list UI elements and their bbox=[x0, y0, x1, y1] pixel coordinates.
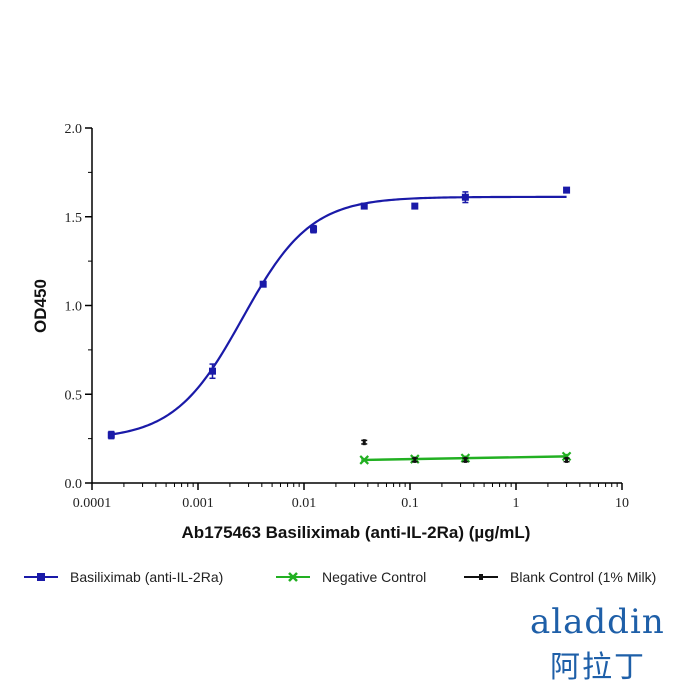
fit-curve-series-0 bbox=[111, 195, 567, 436]
data-point-series-0 bbox=[461, 193, 469, 201]
data-point-series-1 bbox=[359, 455, 370, 465]
axes: 0.0 0.5 1.0 1.5 2.0 0.0001 0.001 0.01 0.1 1 10 bbox=[65, 122, 630, 511]
data-point-series-0 bbox=[107, 431, 115, 439]
legend-label: Basiliximab (anti-IL-2Ra) bbox=[70, 569, 224, 585]
data-point-series-0 bbox=[310, 225, 318, 233]
legend: Basiliximab (anti-IL-2Ra) Negative Contr… bbox=[24, 566, 694, 590]
x-tick-label: 0.001 bbox=[182, 496, 214, 511]
y-tick-label: 1.0 bbox=[65, 300, 83, 315]
legend-item-series-2: Blank Control (1% Milk) bbox=[464, 566, 656, 588]
data-point-series-0 bbox=[360, 202, 368, 210]
data-point-series-2 bbox=[413, 456, 417, 463]
curves bbox=[111, 195, 567, 462]
logo-wordmark: aladdin bbox=[530, 602, 665, 642]
x-tick-label: 0.1 bbox=[401, 496, 419, 511]
legend-item-series-1: Negative Control bbox=[276, 566, 426, 588]
logo-chinese: 阿拉丁 bbox=[550, 650, 646, 685]
data-point-series-0 bbox=[411, 202, 419, 210]
y-tick-label: 0.0 bbox=[65, 477, 83, 492]
data-point-series-0 bbox=[259, 280, 267, 288]
data-point-series-1 bbox=[561, 451, 572, 462]
legend-label: Negative Control bbox=[322, 569, 427, 585]
chart-svg: 0.0 0.5 1.0 1.5 2.0 0.0001 0.001 0.01 0.1 1 10 Ab1… bbox=[31, 122, 630, 542]
y-tick-label: 0.5 bbox=[65, 388, 83, 403]
y-tick-label: 2.0 bbox=[65, 122, 83, 137]
x-tick-label: 0.01 bbox=[292, 496, 317, 511]
legend-swatch-dash bbox=[464, 570, 498, 584]
x-tick-label: 10 bbox=[615, 496, 629, 511]
markers bbox=[107, 186, 572, 465]
legend-swatch-square bbox=[24, 570, 58, 584]
data-point-series-0 bbox=[208, 367, 216, 375]
data-point-series-2 bbox=[565, 456, 569, 463]
legend-swatch-x bbox=[276, 570, 310, 584]
y-tick-label: 1.5 bbox=[65, 211, 83, 226]
y-axis-title: OD450 bbox=[31, 279, 50, 333]
data-point-series-2 bbox=[362, 439, 366, 446]
legend-label: Blank Control (1% Milk) bbox=[510, 569, 657, 585]
data-point-series-0 bbox=[563, 186, 571, 194]
legend-item-series-0: Basiliximab (anti-IL-2Ra) bbox=[24, 566, 223, 588]
x-tick-label: 0.0001 bbox=[73, 496, 112, 511]
x-axis-title: Ab175463 Basiliximab (anti-IL-2Ra) (µg/m… bbox=[182, 523, 531, 542]
aladdin-logo: aladdin 阿拉丁 bbox=[520, 602, 690, 690]
data-point-series-2 bbox=[463, 456, 467, 463]
x-tick-label: 1 bbox=[513, 496, 520, 511]
